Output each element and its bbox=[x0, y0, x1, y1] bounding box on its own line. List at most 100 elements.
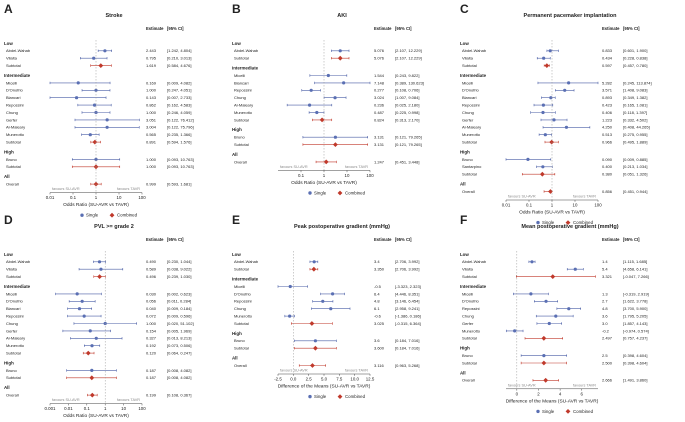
ci-value: [0.073, 0.506] bbox=[167, 343, 191, 348]
x-axis-tick-label: 0.01 bbox=[502, 203, 511, 208]
estimate-value: 0.400 bbox=[602, 164, 613, 169]
forest-panel-d: D PVL >= grade 2 Estimate [95% CI] Low Abdel-… bbox=[4, 213, 194, 419]
legend-single-marker bbox=[308, 394, 312, 399]
ci-value: [0.963, 5.268] bbox=[395, 363, 419, 368]
estimate-value: 6.4 bbox=[374, 291, 380, 296]
estimate-value: 3.6 bbox=[374, 338, 380, 343]
ci-value: [2.107, 12.229] bbox=[395, 56, 422, 61]
study-label: Chung bbox=[6, 110, 18, 115]
estimate-value: 0.327 bbox=[146, 336, 157, 341]
study-label: Micelli bbox=[462, 291, 473, 296]
column-header-estimate: Estimate bbox=[146, 237, 164, 242]
single-estimate-point bbox=[321, 299, 325, 303]
x-axis-tick-label: 6 bbox=[581, 391, 584, 396]
x-axis-tick-label: 100 bbox=[138, 406, 146, 411]
favours-right-label: favours TAVR bbox=[345, 369, 368, 373]
estimate-value: 0.824 bbox=[374, 117, 385, 122]
study-label: Subtotal bbox=[234, 142, 249, 147]
single-estimate-point bbox=[541, 103, 546, 107]
single-estimate-point bbox=[105, 118, 109, 122]
single-estimate-point bbox=[307, 103, 312, 107]
x-axis-label: Odds Ratio (SU-AVR vs TAVR) bbox=[63, 413, 129, 419]
group-label: High bbox=[232, 127, 242, 132]
study-label: Al-Maleary bbox=[234, 103, 253, 108]
study-label: Munerotto bbox=[234, 110, 253, 115]
favours-left-label: favours SU-AVR bbox=[508, 195, 536, 199]
group-label: Intermediate bbox=[460, 284, 487, 289]
single-estimate-point bbox=[541, 110, 545, 115]
ci-value: [0.165, 1.081] bbox=[623, 103, 647, 108]
ci-value: [1.007, 9.084] bbox=[395, 95, 419, 100]
estimate-value: 1.000 bbox=[146, 110, 157, 115]
study-label: Chung bbox=[462, 110, 474, 115]
ci-value: [1.408, 9.083] bbox=[623, 88, 647, 93]
estimate-value: 0.513 bbox=[602, 132, 613, 137]
legend-combined-marker bbox=[337, 394, 343, 399]
estimate-value: 3.051 bbox=[146, 117, 157, 122]
study-label: Repossini bbox=[462, 103, 480, 108]
ci-value: [0.184, 7.016] bbox=[395, 346, 419, 351]
combined-estimate-diamond bbox=[319, 117, 325, 123]
combined-estimate-diamond bbox=[311, 266, 317, 272]
estimate-value: 0.434 bbox=[602, 56, 613, 61]
combined-estimate-diamond bbox=[333, 142, 338, 147]
single-estimate-point bbox=[90, 368, 94, 372]
estimate-value: 3.004 bbox=[146, 125, 157, 130]
x-axis-tick-label: 100 bbox=[366, 173, 374, 178]
legend-combined-marker bbox=[565, 220, 571, 225]
ci-value: [0.013, 8.213] bbox=[167, 336, 191, 341]
x-axis-tick-label: 4 bbox=[559, 391, 562, 396]
study-label: Subtotal bbox=[6, 63, 21, 68]
single-estimate-point bbox=[94, 157, 98, 161]
combined-estimate-diamond bbox=[539, 171, 545, 177]
ci-value: [0.184, 7.016] bbox=[395, 338, 419, 343]
study-label: Bruno bbox=[462, 353, 473, 358]
forest-panel-c: C Permanent pacemaker implantation Estimat… bbox=[460, 2, 652, 225]
combined-estimate-diamond bbox=[89, 375, 95, 381]
study-label: Munerotto bbox=[462, 132, 481, 137]
study-label: Vilalta bbox=[6, 267, 18, 272]
ci-value: [4.446, 8.351] bbox=[395, 291, 419, 296]
ci-value: [0.122, 75.796] bbox=[167, 125, 194, 130]
combined-estimate-diamond bbox=[97, 274, 102, 279]
legend-combined-label: Combined bbox=[117, 213, 138, 218]
ci-value: [-0.047, 7.266] bbox=[623, 274, 649, 279]
ci-value: [0.051, 1.326] bbox=[623, 172, 647, 177]
favours-left-label: favours SU-AVR bbox=[280, 165, 308, 169]
estimate-value: 2.443 bbox=[146, 48, 157, 53]
study-label: Abdel-Wahab bbox=[462, 48, 487, 53]
single-estimate-point bbox=[513, 329, 517, 333]
single-estimate-point bbox=[567, 307, 571, 311]
combined-estimate-diamond bbox=[323, 159, 329, 165]
x-axis-tick-label: 10 bbox=[117, 195, 122, 200]
estimate-value: 1.000 bbox=[146, 88, 157, 93]
ci-value: [0.398, 4.604] bbox=[623, 360, 647, 365]
ci-value: [0.245, 113.874] bbox=[623, 80, 652, 85]
study-label: Bruno bbox=[6, 157, 17, 162]
study-label: Santarpino bbox=[462, 164, 482, 169]
estimate-value: 0.090 bbox=[602, 157, 613, 162]
estimate-value: 0.406 bbox=[602, 110, 613, 115]
panel-letter: E bbox=[232, 213, 240, 227]
ci-value: [0.275, 0.955] bbox=[623, 132, 647, 137]
panel-letter: F bbox=[460, 213, 467, 227]
study-label: D'Onofrio bbox=[6, 299, 24, 304]
ci-value: [2.958, 9.241] bbox=[395, 306, 419, 311]
x-axis-tick-label: 10 bbox=[573, 203, 578, 208]
single-estimate-point bbox=[309, 88, 313, 92]
study-label: Al-Maleary bbox=[6, 125, 25, 130]
estimate-value: 4.8 bbox=[602, 306, 608, 311]
single-estimate-point bbox=[312, 260, 316, 264]
ci-value: [0.009, 0.184] bbox=[167, 306, 191, 311]
study-label: Subtotal bbox=[462, 274, 477, 279]
legend-single-label: Single bbox=[314, 394, 327, 399]
column-header-ci: [95% CI] bbox=[167, 237, 184, 242]
single-estimate-point bbox=[103, 49, 107, 53]
study-label: Micelli bbox=[234, 73, 245, 78]
ci-value: [0.228, 0.838] bbox=[623, 56, 647, 61]
ci-value: [0.038, 9.022] bbox=[167, 267, 191, 272]
panel-letter: D bbox=[4, 213, 13, 227]
study-label: Al-Maleary bbox=[462, 125, 481, 130]
study-label: Munerotto bbox=[234, 314, 253, 319]
estimate-value: 0.199 bbox=[146, 393, 157, 398]
